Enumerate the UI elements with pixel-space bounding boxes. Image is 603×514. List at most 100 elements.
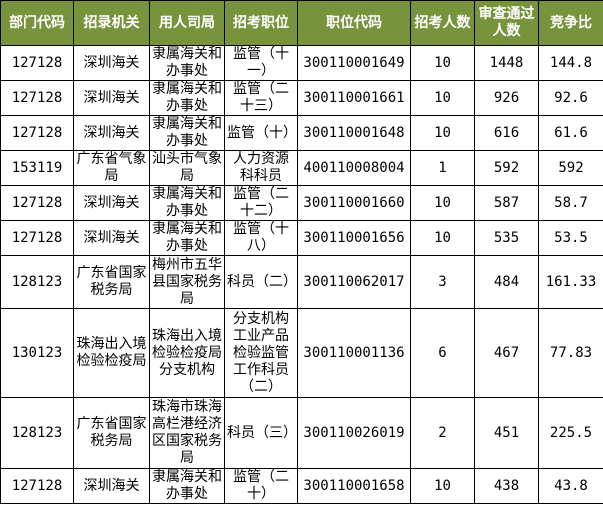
- cell-recruiting-agency: 广东省国家税务局: [73, 255, 150, 309]
- cell-dept-code: 127128: [0, 115, 74, 151]
- table-row: 128123 广东省国家税务局 梅州市五华县国家税务局 科员（二） 3001100620…: [0, 255, 603, 309]
- table-row: 130123 珠海出入境检验检疫局 珠海出入境检验检疫局分支机构 分支机构工业产品检验…: [0, 308, 603, 398]
- cell-recruiting-agency: 广东省国家税务局: [73, 397, 150, 469]
- cell-position-code: 300110001136: [297, 308, 411, 398]
- header-competition-ratio: 竞争比: [538, 0, 603, 46]
- cell-recruiting-agency: 广东省气象局: [73, 150, 150, 186]
- cell-competition-ratio: 43.8: [538, 468, 603, 504]
- cell-recruit-count: 10: [410, 80, 475, 116]
- cell-employing-bureau: 梅州市五华县国家税务局: [149, 255, 225, 309]
- cell-recruiting-agency: 深圳海关: [73, 468, 150, 504]
- cell-recruit-count: 6: [410, 308, 475, 398]
- cell-recruiting-agency: 深圳海关: [73, 115, 150, 151]
- cell-dept-code: 127128: [0, 45, 74, 81]
- cell-employing-bureau: 珠海出入境检验检疫局分支机构: [149, 308, 225, 398]
- cell-position-code: 300110001661: [297, 80, 411, 116]
- cell-approved-count: 616: [474, 115, 539, 151]
- cell-employing-bureau: 隶属海关和办事处: [149, 45, 225, 81]
- cell-dept-code: 127128: [0, 220, 74, 256]
- cell-recruit-count: 10: [410, 115, 475, 151]
- cell-position-code: 300110001648: [297, 115, 411, 151]
- cell-dept-code: 153119: [0, 150, 74, 186]
- cell-recruit-count: 10: [410, 185, 475, 221]
- cell-employing-bureau: 隶属海关和办事处: [149, 80, 225, 116]
- header-position-code: 职位代码: [297, 0, 411, 46]
- cell-dept-code: 127128: [0, 185, 74, 221]
- header-row: 部门代码 招录机关 用人司局 招考职位 职位代码 招考人数 审查通过人数 竞争比: [0, 0, 603, 46]
- cell-competition-ratio: 225.5: [538, 397, 603, 469]
- cell-competition-ratio: 144.8: [538, 45, 603, 81]
- cell-position-code: 300110001649: [297, 45, 411, 81]
- header-recruiting-agency: 招录机关: [73, 0, 150, 46]
- table-row: 127128 深圳海关 隶属海关和办事处 监管（二十三） 300110001661 10 9…: [0, 80, 603, 116]
- cell-position-code: 300110001658: [297, 468, 411, 504]
- cell-competition-ratio: 77.83: [538, 308, 603, 398]
- table-row: 127128 深圳海关 隶属海关和办事处 监管（二十） 300110001658 10 43…: [0, 468, 603, 504]
- cell-employing-bureau: 隶属海关和办事处: [149, 185, 225, 221]
- header-approved-count: 审查通过人数: [474, 0, 539, 46]
- cell-recruit-count: 3: [410, 255, 475, 309]
- cell-competition-ratio: 161.33: [538, 255, 603, 309]
- cell-dept-code: 128123: [0, 255, 74, 309]
- cell-dept-code: 127128: [0, 80, 74, 116]
- cell-approved-count: 451: [474, 397, 539, 469]
- cell-approved-count: 438: [474, 468, 539, 504]
- cell-dept-code: 130123: [0, 308, 74, 398]
- cell-recruit-count: 2: [410, 397, 475, 469]
- table-row: 127128 深圳海关 隶属海关和办事处 监管（二十二） 300110001660 10 5…: [0, 185, 603, 221]
- cell-position: 监管（二十）: [224, 468, 298, 504]
- cell-approved-count: 484: [474, 255, 539, 309]
- cell-competition-ratio: 92.6: [538, 80, 603, 116]
- cell-recruit-count: 10: [410, 468, 475, 504]
- cell-recruit-count: 10: [410, 45, 475, 81]
- cell-employing-bureau: 汕头市气象局: [149, 150, 225, 186]
- cell-position: 科员（三）: [224, 397, 298, 469]
- cell-position: 监管（二十三）: [224, 80, 298, 116]
- cell-recruiting-agency: 深圳海关: [73, 45, 150, 81]
- header-employing-bureau: 用人司局: [149, 0, 225, 46]
- cell-position: 监管（十一）: [224, 45, 298, 81]
- table-row: 127128 深圳海关 隶属海关和办事处 监管（十一） 300110001649 10 14…: [0, 45, 603, 81]
- cell-approved-count: 926: [474, 80, 539, 116]
- cell-approved-count: 592: [474, 150, 539, 186]
- cell-competition-ratio: 592: [538, 150, 603, 186]
- cell-approved-count: 1448: [474, 45, 539, 81]
- header-dept-code: 部门代码: [0, 0, 74, 46]
- cell-position: 分支机构工业产品检验监管工作科员（二）: [224, 308, 298, 398]
- cell-employing-bureau: 隶属海关和办事处: [149, 115, 225, 151]
- cell-position: 监管（十八）: [224, 220, 298, 256]
- cell-recruiting-agency: 珠海出入境检验检疫局: [73, 308, 150, 398]
- table-row: 127128 深圳海关 隶属海关和办事处 监管（十八） 300110001656 10 53…: [0, 220, 603, 256]
- cell-dept-code: 127128: [0, 468, 74, 504]
- cell-employing-bureau: 隶属海关和办事处: [149, 220, 225, 256]
- cell-recruiting-agency: 深圳海关: [73, 220, 150, 256]
- cell-position-code: 300110062017: [297, 255, 411, 309]
- cell-recruit-count: 1: [410, 150, 475, 186]
- cell-competition-ratio: 58.7: [538, 185, 603, 221]
- cell-competition-ratio: 61.6: [538, 115, 603, 151]
- header-position: 招考职位: [224, 0, 298, 46]
- cell-position: 监管（二十二）: [224, 185, 298, 221]
- cell-position: 科员（二）: [224, 255, 298, 309]
- cell-employing-bureau: 隶属海关和办事处: [149, 468, 225, 504]
- cell-position: 监管（十）: [224, 115, 298, 151]
- cell-approved-count: 587: [474, 185, 539, 221]
- cell-employing-bureau: 珠海市珠海高栏港经济区国家税务局: [149, 397, 225, 469]
- cell-approved-count: 535: [474, 220, 539, 256]
- cell-position: 人力资源科科员: [224, 150, 298, 186]
- cell-approved-count: 467: [474, 308, 539, 398]
- cell-recruit-count: 10: [410, 220, 475, 256]
- cell-position-code: 300110001656: [297, 220, 411, 256]
- table-row: 127128 深圳海关 隶属海关和办事处 监管（十） 300110001648 10 616…: [0, 115, 603, 151]
- cell-competition-ratio: 53.5: [538, 220, 603, 256]
- header-recruit-count: 招考人数: [410, 0, 475, 46]
- table-row: 153119 广东省气象局 汕头市气象局 人力资源科科员 400110008004 1 59…: [0, 150, 603, 186]
- cell-recruiting-agency: 深圳海关: [73, 185, 150, 221]
- cell-position-code: 400110008004: [297, 150, 411, 186]
- cell-dept-code: 128123: [0, 397, 74, 469]
- table-row: 128123 广东省国家税务局 珠海市珠海高栏港经济区国家税务局 科员（三） 30011…: [0, 397, 603, 469]
- cell-recruiting-agency: 深圳海关: [73, 80, 150, 116]
- cell-position-code: 300110001660: [297, 185, 411, 221]
- cell-position-code: 300110026019: [297, 397, 411, 469]
